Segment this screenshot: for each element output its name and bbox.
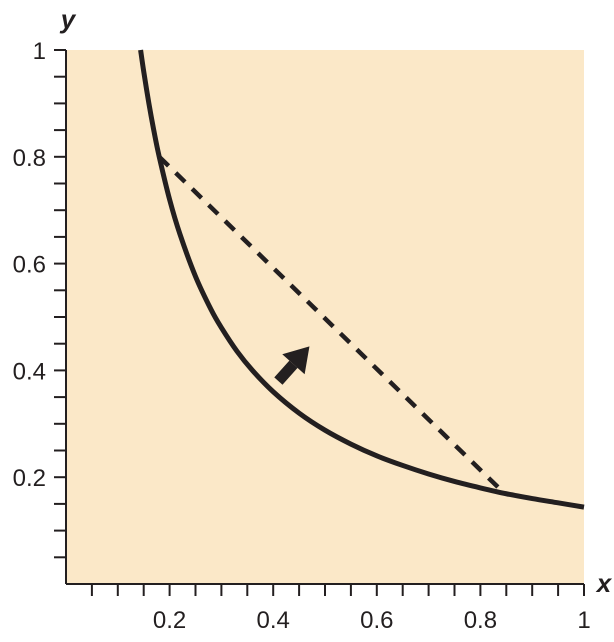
dashed-line: [157, 155, 506, 495]
x-tick-label: 0.6: [360, 607, 393, 634]
x-axis-title: x: [595, 568, 613, 598]
x-tick-label: 1: [577, 607, 590, 634]
arrow-shaft: [274, 360, 298, 385]
y-tick-label: 0.6: [13, 252, 46, 279]
y-tick-label: 1: [33, 38, 46, 65]
arrow-head: [282, 346, 310, 375]
y-axis-title: y: [59, 4, 77, 34]
y-tick-label: 0.8: [13, 145, 46, 172]
y-tick-label: 0.4: [13, 358, 46, 385]
x-tick-label: 0.2: [153, 607, 186, 634]
x-tick-label: 0.8: [464, 607, 497, 634]
y-tick-label: 0.2: [13, 465, 46, 492]
x-tick-label: 0.4: [257, 607, 290, 634]
